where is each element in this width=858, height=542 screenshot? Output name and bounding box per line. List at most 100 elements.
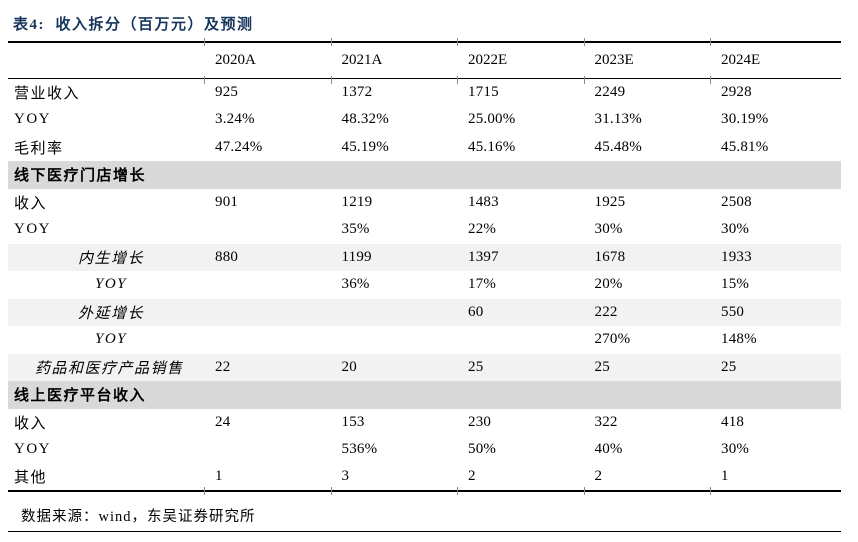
cell-value: 45.81% [721, 138, 769, 155]
cell-value [331, 326, 458, 354]
table-row: YOY 536% 50% 40% 30% [8, 436, 841, 464]
column-header-year: 2022E [457, 42, 584, 79]
row-label: 内生增长 [8, 243, 204, 271]
table-row: 收入 901 1219 1483 1925 2508 [8, 189, 841, 217]
cell-value [204, 298, 331, 326]
table-row: 药品和医疗产品销售 22 20 25 25 25 [8, 353, 841, 381]
row-label: 收入 [14, 195, 48, 212]
cell-value: 24 [215, 413, 231, 430]
cell-value: 15% [721, 276, 750, 293]
cell-value [204, 381, 331, 409]
cell-value: 48.32% [341, 111, 389, 128]
cell-value: 1199 [330, 243, 457, 271]
cell-value: 25 [457, 353, 584, 381]
cell-value [204, 436, 331, 464]
cell-value: 418 [721, 413, 745, 430]
table-row: YOY 3.24% 48.32% 25.00% 31.13% 30.19% [8, 106, 841, 134]
cell-value: 1933 [710, 243, 841, 271]
cell-value [583, 161, 710, 189]
cell-value: 30% [721, 441, 750, 458]
cell-value: 148% [721, 331, 757, 348]
cell-value: 30% [594, 221, 623, 238]
cell-value [330, 298, 457, 326]
column-header-label [8, 42, 204, 79]
table-row: YOY 270% 148% [8, 326, 841, 354]
cell-value: 45.16% [468, 138, 516, 155]
row-label: 营业收入 [14, 86, 81, 102]
column-header-year: 2024E [710, 42, 841, 79]
column-header-year: 2023E [583, 42, 710, 79]
cell-value: 153 [341, 413, 365, 430]
table-row: 线下医疗门店增长 [8, 161, 841, 189]
header-row: 2020A 2021A 2022E 2023E 2024E [8, 42, 841, 79]
row-label: 其他 [14, 470, 48, 487]
table-wrapper: 2020A 2021A 2022E 2023E 2024E 营业收入 925 1… [8, 38, 841, 495]
cell-value: 30% [721, 221, 750, 238]
cell-value: 550 [710, 298, 841, 326]
cell-value: 1925 [594, 193, 626, 210]
cell-value: 45.48% [594, 138, 642, 155]
cell-value [204, 326, 331, 354]
table-row: 其他 1 3 2 2 1 [8, 464, 841, 492]
table-row: 毛利率 47.24% 45.19% 45.16% 45.48% 45.81% [8, 134, 841, 162]
cell-value: 25.00% [468, 111, 516, 128]
cell-value [457, 381, 584, 409]
cell-value: 20 [330, 353, 457, 381]
row-label: YOY [14, 441, 51, 458]
cell-value: 1372 [341, 84, 373, 100]
cell-value: 2 [468, 468, 476, 485]
cell-value: 40% [594, 441, 623, 458]
cell-value: 2928 [721, 84, 752, 100]
table-row: 内生增长 880 1199 1397 1678 1933 [8, 243, 841, 271]
cell-value: 35% [341, 221, 370, 238]
row-label: 线上医疗平台收入 [8, 381, 204, 409]
cell-value: 20% [594, 276, 623, 293]
table-row: 收入 24 153 230 322 418 [8, 409, 841, 437]
revenue-breakdown-forecast-table: 2020A 2021A 2022E 2023E 2024E 营业收入 925 1… [8, 41, 841, 492]
cell-value: 36% [341, 276, 370, 293]
cell-value: 1 [721, 468, 729, 485]
data-source-note: 数据来源：wind，东吴证券研究所 [8, 495, 841, 532]
cell-value: 1219 [341, 193, 373, 210]
cell-value: 230 [468, 413, 492, 430]
table-title: 表4: 收入拆分（百万元）及预测 [13, 17, 254, 33]
cell-value: 3 [341, 468, 350, 485]
cell-value: 322 [594, 413, 618, 430]
cell-value: 22 [204, 353, 331, 381]
table-row: 外延增长 60 222 550 [8, 298, 841, 326]
cell-value: 1397 [457, 243, 584, 271]
cell-value: 270% [594, 331, 631, 348]
cell-value: 1678 [583, 243, 710, 271]
row-label: YOY [95, 276, 128, 293]
cell-value: 25 [583, 353, 710, 381]
table-body: 营业收入 925 1372 1715 2249 2928 YOY 3.24% 4… [8, 79, 841, 492]
cell-value: 222 [583, 298, 710, 326]
cell-value: 1715 [468, 84, 499, 100]
row-label: YOY [14, 111, 51, 128]
table-row: YOY 35% 22% 30% 30% [8, 216, 841, 244]
cell-value [204, 216, 331, 244]
cell-value [330, 161, 457, 189]
cell-value: 45.19% [341, 138, 389, 155]
cell-value: 880 [204, 243, 331, 271]
row-label: YOY [95, 331, 128, 348]
cell-value [710, 161, 841, 189]
cell-value: 31.13% [594, 111, 642, 128]
table-row: 线上医疗平台收入 [8, 381, 841, 409]
table-row: 营业收入 925 1372 1715 2249 2928 [8, 79, 841, 107]
cell-value [583, 381, 710, 409]
row-label: 线下医疗门店增长 [8, 161, 204, 189]
cell-value: 2508 [721, 193, 752, 210]
row-label: 外延增长 [8, 298, 204, 326]
cell-value: 1 [215, 468, 223, 485]
cell-value: 22% [468, 221, 497, 238]
column-header-year: 2020A [204, 42, 331, 79]
cell-value: 925 [215, 84, 239, 100]
row-label: YOY [14, 221, 51, 238]
column-header-year: 2021A [330, 42, 457, 79]
cell-value: 60 [457, 298, 584, 326]
cell-value: 47.24% [215, 138, 263, 155]
cell-value [710, 381, 841, 409]
row-label: 收入 [14, 415, 48, 432]
